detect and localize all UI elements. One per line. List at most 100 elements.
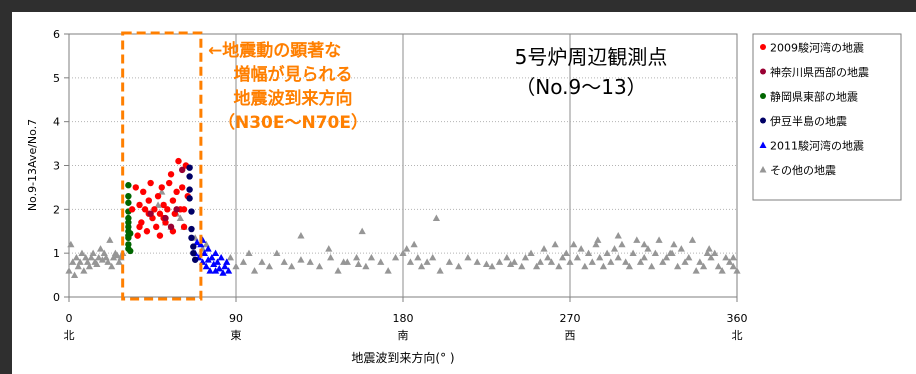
data-point [158,188,166,195]
data-point [622,258,630,265]
data-point [297,256,305,263]
legend-label: その他の地震 [770,164,836,177]
data-point [127,247,134,255]
data-point [186,173,193,180]
legend-label: 2009駿河湾の地震 [770,41,864,55]
data-point [566,258,574,265]
data-point [607,258,615,265]
legend-box [752,33,902,201]
annotation-line: （N30E～N70E） [218,112,368,133]
data-point [197,240,205,248]
data-point [354,260,363,268]
data-point [173,206,180,213]
x-direction-label: 北 [64,329,75,342]
data-point [186,186,193,193]
data-point [215,264,223,272]
data-point [503,253,511,261]
data-point [221,262,229,270]
data-point [186,195,193,202]
data-point [570,240,578,248]
data-point [106,236,114,243]
data-point [391,253,400,261]
data-point [599,262,607,270]
data-point [153,223,160,231]
data-point [180,206,188,213]
annotation-range-box [121,31,203,301]
data-point [592,240,600,248]
data-point [527,249,535,257]
data-point [603,249,611,257]
data-point [65,267,73,274]
data-point [136,201,143,209]
data-point [367,253,376,261]
data-point [104,258,112,265]
data-point [648,262,656,270]
annotation-line: ←地震動の顕著な [208,40,341,61]
data-point [555,262,563,270]
data-point [89,249,97,257]
axes: 0 北 90 東 180 南 270 西 360 北 0 1 2 3 4 5 6 [53,28,748,342]
data-point [176,214,184,221]
x-tick-label: 90 [229,312,243,325]
data-point [188,225,195,233]
data-point [429,253,437,261]
data-point [685,253,693,261]
data-point [594,236,602,243]
data-point [306,258,314,265]
data-point [488,262,496,270]
data-point [175,157,182,165]
data-point [143,228,151,235]
data-point [705,245,713,252]
data-point [188,234,195,242]
y-tick-label: 5 [53,72,60,85]
data-point [96,245,105,252]
data-point [217,253,225,261]
data-point [211,267,220,274]
data-point [403,245,411,252]
y-tick-label: 4 [53,116,60,129]
data-point [245,249,253,257]
data-point [125,182,132,189]
data-point [147,179,154,187]
data-point [518,262,526,270]
data-point [280,258,288,265]
data-point [158,184,165,191]
data-point [156,232,164,239]
legend-marker [760,44,766,50]
title-line: 5号炉周辺観測点 [515,45,668,69]
data-point [655,236,663,243]
data-point [98,256,106,263]
data-point [167,171,175,178]
data-point [358,227,366,235]
data-point [178,184,186,191]
data-point [193,238,201,246]
data-point [141,206,149,213]
legend-marker [760,93,766,99]
data-point [132,184,139,191]
data-point [703,249,711,257]
data-point [327,253,335,261]
data-point [533,262,541,270]
data-point [644,245,652,252]
data-point [154,192,162,200]
data-point [109,253,118,261]
legend-marker [760,68,766,75]
data-point [140,188,147,195]
data-point [204,256,212,263]
data-point [224,267,233,274]
data-point [718,267,726,274]
data-point [160,201,167,209]
data-point [670,240,678,248]
data-point [273,249,281,257]
data-point [213,258,222,265]
data-point [190,243,197,250]
data-point [297,232,305,239]
data-point [69,258,77,265]
data-point [340,258,348,265]
data-point [208,253,216,261]
chart-panel: 0 北 90 東 180 南 270 西 360 北 0 1 2 3 4 5 6 ←地震動の顕著な 増幅が見られる… [12,12,916,374]
data-point [210,260,218,268]
data-point [714,262,723,270]
data-point [540,245,548,252]
data-point [377,258,385,265]
